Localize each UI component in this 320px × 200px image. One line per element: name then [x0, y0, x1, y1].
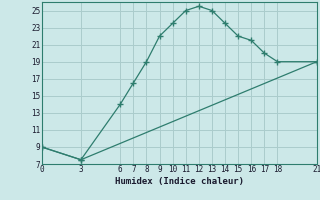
- X-axis label: Humidex (Indice chaleur): Humidex (Indice chaleur): [115, 177, 244, 186]
